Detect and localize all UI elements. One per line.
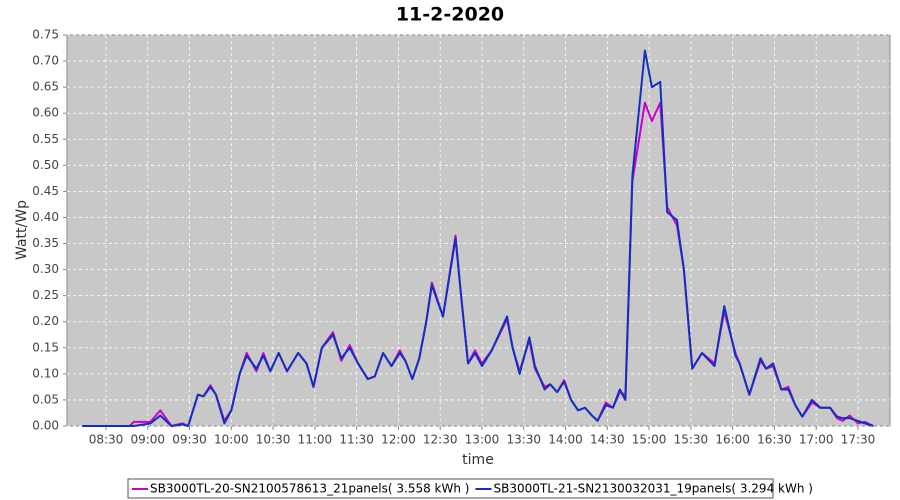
x-tick-label: 09:30	[172, 433, 207, 447]
x-tick-label: 10:00	[214, 433, 249, 447]
y-axis-label: Watt/Wp	[14, 200, 30, 260]
legend-label: SB3000TL-21-SN2130032031_19panels( 3.294…	[493, 482, 812, 496]
x-tick-label: 15:00	[632, 433, 667, 447]
x-tick-label: 12:30	[423, 433, 458, 447]
x-axis-label: time	[462, 452, 494, 468]
y-tick-label: 0.10	[32, 366, 59, 380]
x-tick-label: 13:30	[506, 433, 541, 447]
x-tick-label: 14:30	[590, 433, 625, 447]
legend-label: SB3000TL-20-SN2100578613_21panels( 3.558…	[150, 482, 469, 496]
series-line	[82, 49, 874, 427]
x-tick-label: 16:30	[757, 433, 792, 447]
legend	[127, 478, 774, 499]
x-tick-label: 15:30	[674, 433, 709, 447]
y-tick-label: 0.20	[32, 314, 59, 328]
x-tick-label: 11:30	[339, 433, 374, 447]
y-tick-label: 0.60	[32, 106, 59, 120]
y-tick-label: 0.30	[32, 262, 59, 276]
y-tick-label: 0.50	[32, 158, 59, 172]
x-tick-label: 17:30	[841, 433, 876, 447]
y-tick-label: 0.40	[32, 210, 59, 224]
y-tick-label: 0.25	[32, 288, 59, 302]
x-tick-label: 13:00	[465, 433, 500, 447]
x-tick-label: 10:30	[256, 433, 291, 447]
x-tick-label: 17:00	[799, 433, 834, 447]
x-tick-label: 14:00	[548, 433, 583, 447]
x-tick-label: 11:00	[298, 433, 333, 447]
x-tick-label: 09:00	[130, 433, 165, 447]
y-tick-label: 0.75	[32, 28, 59, 42]
y-tick-label: 0.35	[32, 236, 59, 250]
chart-title: 11-2-2020	[396, 4, 504, 26]
x-tick-label: 16:00	[715, 433, 750, 447]
x-tick-label: 12:00	[381, 433, 416, 447]
y-tick-label: 0.70	[32, 54, 59, 68]
y-tick-label: 0.00	[32, 419, 59, 433]
x-tick-label: 08:30	[89, 433, 124, 447]
y-tick-label: 0.15	[32, 340, 59, 354]
y-tick-label: 0.05	[32, 392, 59, 406]
y-tick-label: 0.45	[32, 184, 59, 198]
y-tick-label: 0.65	[32, 80, 59, 94]
y-tick-label: 0.55	[32, 132, 59, 146]
